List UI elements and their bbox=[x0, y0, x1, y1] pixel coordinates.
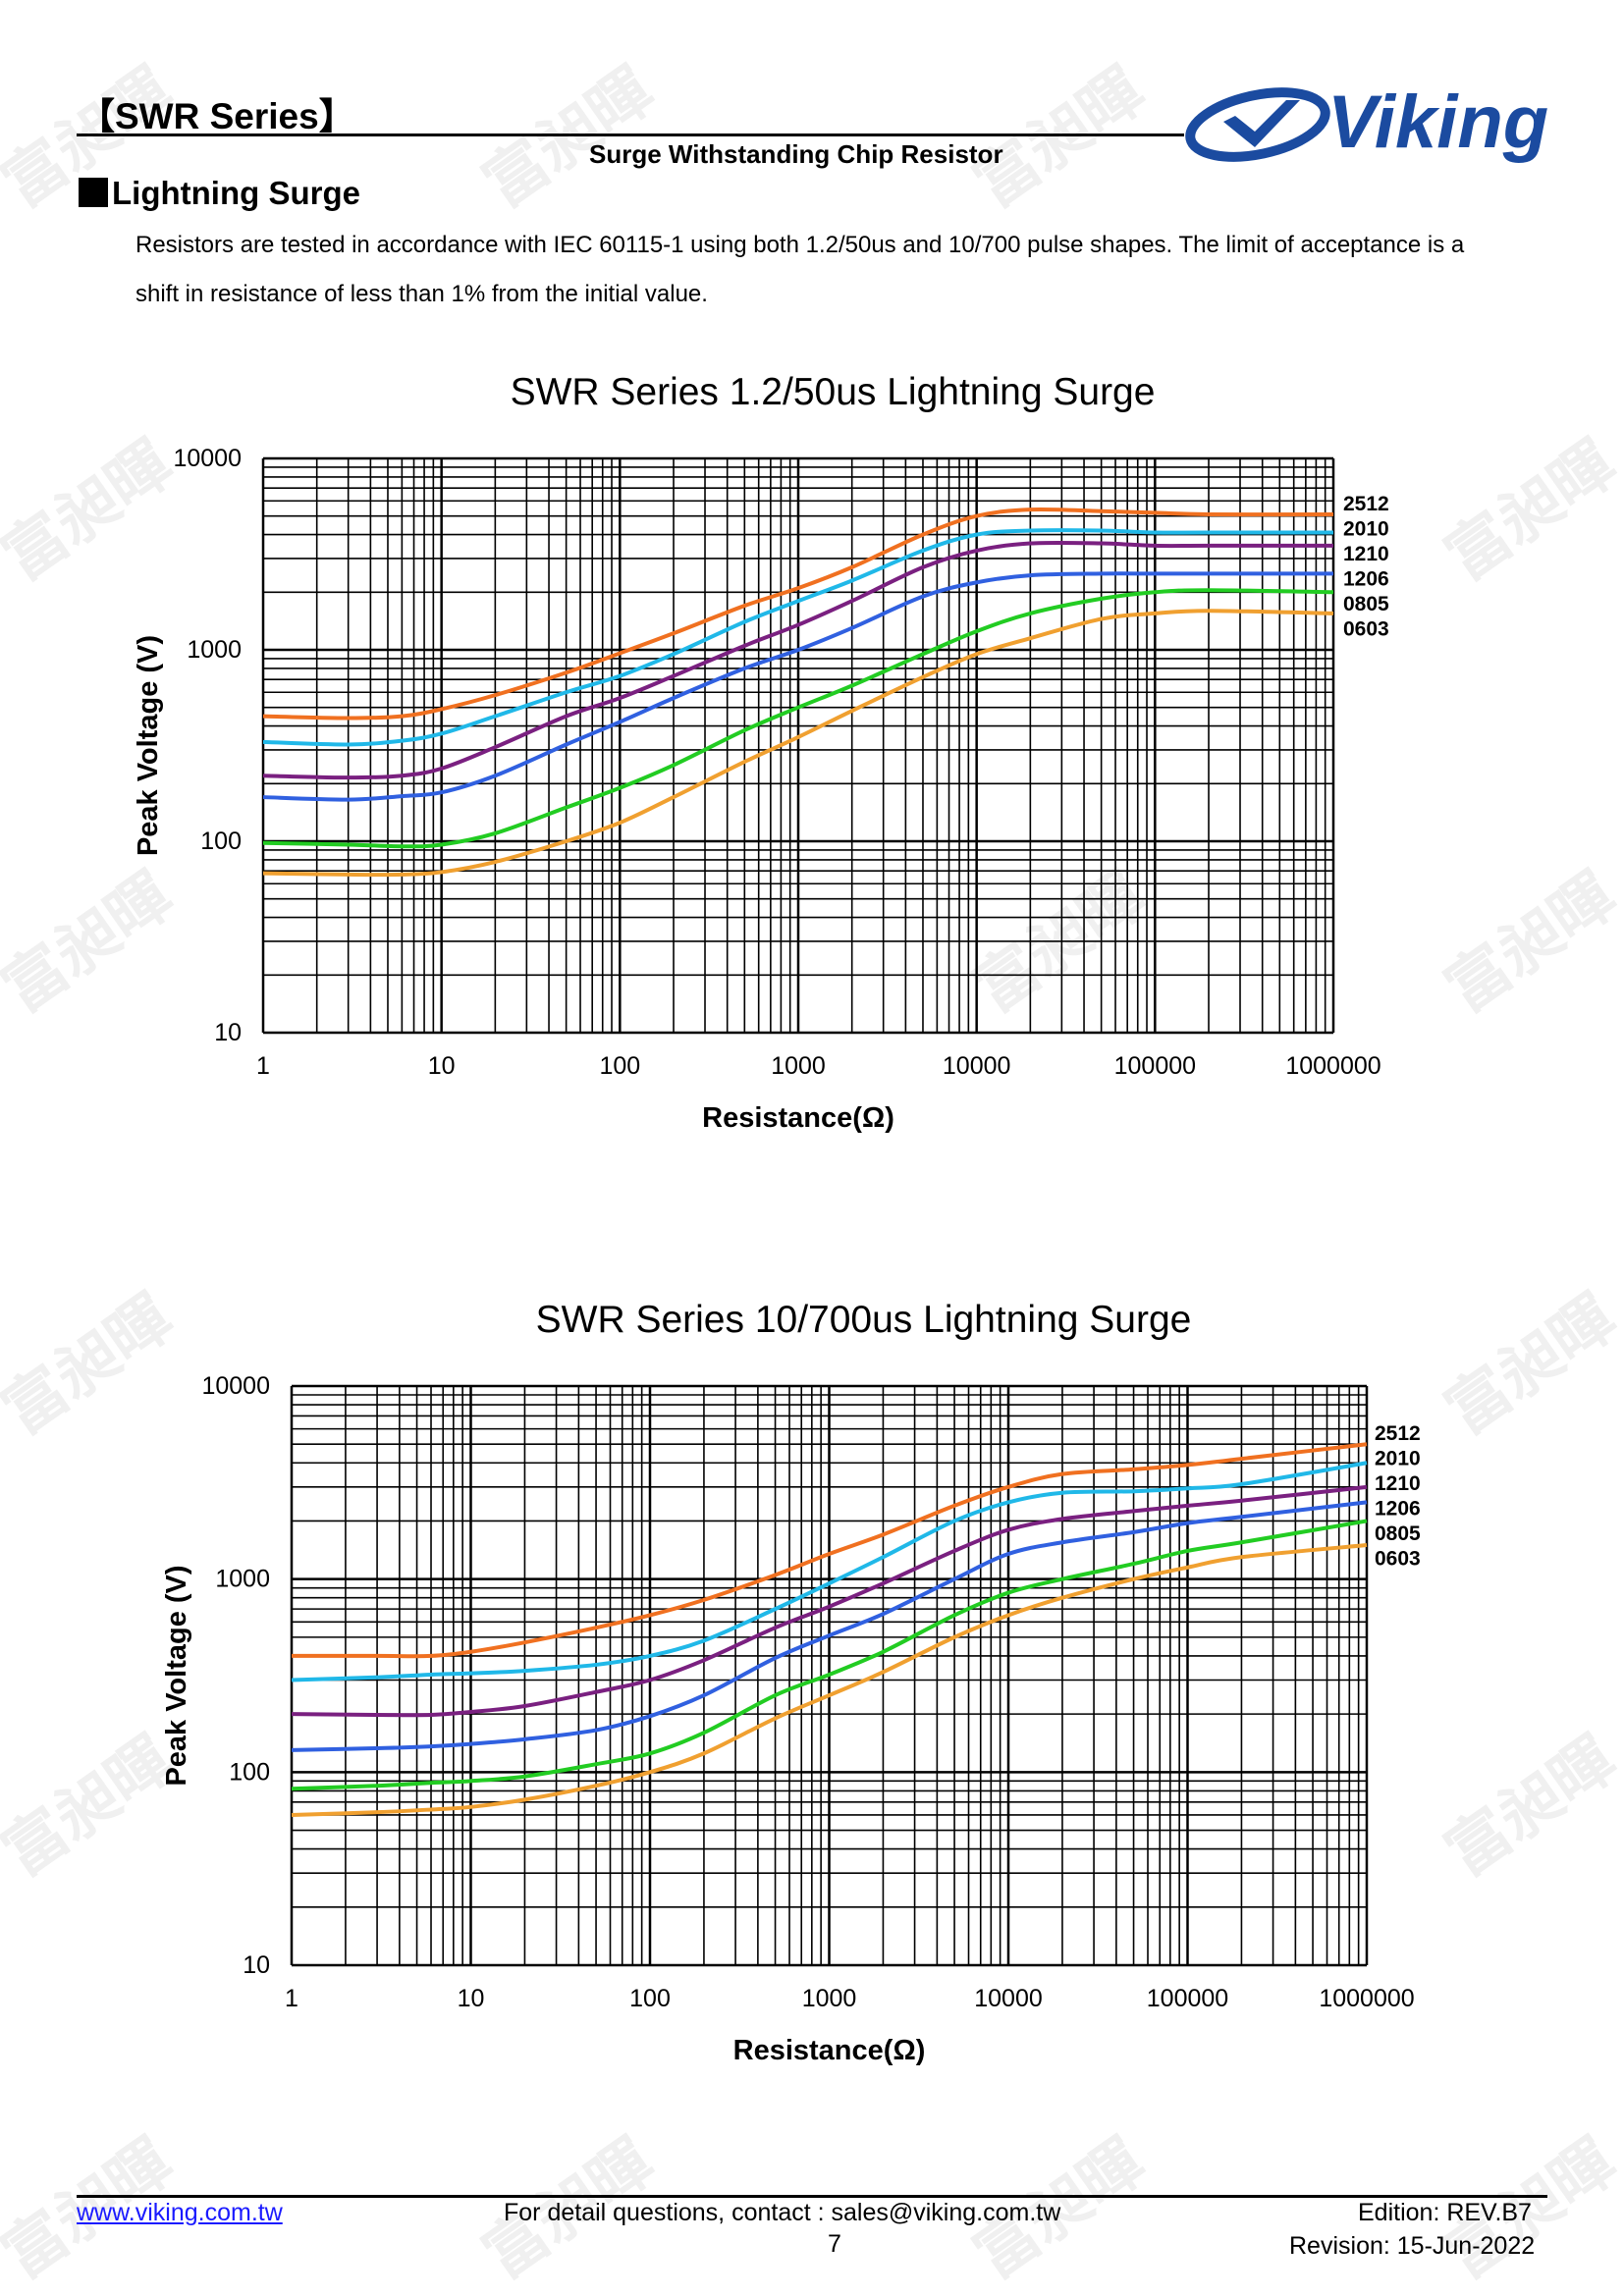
logo-wordmark: Viking bbox=[1327, 80, 1548, 164]
x-tick-label: 1000 bbox=[802, 1985, 857, 2012]
series-label-1210: 1210 bbox=[1343, 543, 1389, 565]
x-tick-label: 10000 bbox=[943, 1052, 1011, 1080]
y-axis-label: Peak Voltage (V) bbox=[161, 1565, 192, 1786]
x-tick-label: 100000 bbox=[1114, 1052, 1196, 1080]
y-tick-label: 10 bbox=[243, 1951, 270, 1979]
x-tick-label: 100 bbox=[599, 1052, 640, 1080]
series-line-0805 bbox=[291, 1519, 1368, 1791]
x-tick-label: 1000000 bbox=[1319, 1985, 1414, 2012]
footer-rule bbox=[77, 2195, 1547, 2198]
x-tick-label: 1 bbox=[285, 1985, 298, 2012]
bullet-square-icon bbox=[79, 178, 108, 207]
x-tick-label: 1000 bbox=[771, 1052, 826, 1080]
series-line-2512 bbox=[262, 507, 1334, 721]
series-line-2010 bbox=[262, 528, 1333, 747]
series-label-0603: 0603 bbox=[1375, 1548, 1421, 1571]
series-label-0805: 0805 bbox=[1343, 593, 1389, 615]
x-axis-label: Resistance(Ω) bbox=[702, 1102, 894, 1134]
chart-grid bbox=[261, 456, 1335, 1035]
series-line-0603 bbox=[262, 609, 1334, 878]
x-tick-label: 10 bbox=[428, 1052, 456, 1080]
website-link[interactable]: www.viking.com.tw bbox=[77, 2199, 283, 2226]
x-axis-label: Resistance(Ω) bbox=[733, 2035, 926, 2066]
series-label-1206: 1206 bbox=[1375, 1498, 1421, 1521]
chart-title: SWR Series 1.2/50us Lightning Surge bbox=[511, 371, 1156, 413]
x-tick-label: 1000000 bbox=[1285, 1052, 1380, 1080]
series-label-2010: 2010 bbox=[1375, 1448, 1421, 1470]
series-label-2010: 2010 bbox=[1343, 518, 1389, 541]
section-heading: Lightning Surge bbox=[79, 175, 360, 212]
series-label-1206: 1206 bbox=[1343, 568, 1389, 591]
chart-1-2-50us: SWR Series 1.2/50us Lightning Surge 1 10 10… bbox=[133, 371, 1389, 1134]
series-line-1210 bbox=[262, 540, 1333, 780]
y-tick-label: 100 bbox=[229, 1758, 270, 1786]
x-tick-label: 10000 bbox=[974, 1985, 1043, 2012]
description-line-2: shift in resistance of less than 1% from… bbox=[135, 281, 708, 307]
y-axis-label: Peak Voltage (V) bbox=[133, 635, 164, 856]
x-tick-label: 100 bbox=[629, 1985, 671, 2012]
series-line-1206 bbox=[291, 1500, 1368, 1752]
series-line-2010 bbox=[291, 1461, 1368, 1682]
x-tick-label: 1 bbox=[256, 1052, 270, 1080]
series-title: 【SWR Series】 bbox=[79, 96, 355, 136]
contact-text: For detail questions, contact : sales@vi… bbox=[504, 2199, 1061, 2226]
chart-10-700us: SWR Series 10/700us Lightning Surge 1 10 10… bbox=[161, 1299, 1421, 2066]
y-tick-label: 100 bbox=[200, 828, 242, 855]
y-tick-label: 10000 bbox=[201, 1372, 270, 1400]
chart-title: SWR Series 10/700us Lightning Surge bbox=[536, 1299, 1192, 1341]
y-tick-label: 10000 bbox=[173, 445, 242, 472]
y-tick-label: 1000 bbox=[215, 1566, 270, 1593]
y-tick-label: 1000 bbox=[187, 636, 242, 664]
section-heading-text: Lightning Surge bbox=[112, 175, 360, 211]
series-label-2512: 2512 bbox=[1375, 1422, 1421, 1445]
x-tick-label: 10 bbox=[458, 1985, 485, 2012]
viking-logo: Viking bbox=[1185, 80, 1548, 164]
series-line-1206 bbox=[262, 571, 1333, 802]
document-subtitle: Surge Withstanding Chip Resistor bbox=[589, 139, 1003, 169]
series-label-0603: 0603 bbox=[1343, 618, 1389, 641]
chart-grid bbox=[290, 1384, 1369, 1967]
series-line-2512 bbox=[291, 1442, 1368, 1659]
y-tick-label: 10 bbox=[214, 1019, 242, 1046]
x-tick-label: 100000 bbox=[1147, 1985, 1228, 2012]
series-line-0805 bbox=[262, 588, 1334, 849]
page-number: 7 bbox=[828, 2230, 841, 2258]
description-line-1: Resistors are tested in accordance with … bbox=[135, 232, 1465, 258]
edition-text: Edition: REV.B7 bbox=[1358, 2199, 1532, 2226]
header-rule bbox=[77, 133, 1184, 136]
series-line-0603 bbox=[291, 1543, 1368, 1817]
series-label-0805: 0805 bbox=[1375, 1522, 1421, 1545]
series-line-1210 bbox=[291, 1484, 1368, 1718]
revision-date: Revision: 15-Jun-2022 bbox=[1289, 2232, 1536, 2260]
series-label-1210: 1210 bbox=[1375, 1472, 1421, 1495]
series-label-2512: 2512 bbox=[1343, 493, 1389, 515]
